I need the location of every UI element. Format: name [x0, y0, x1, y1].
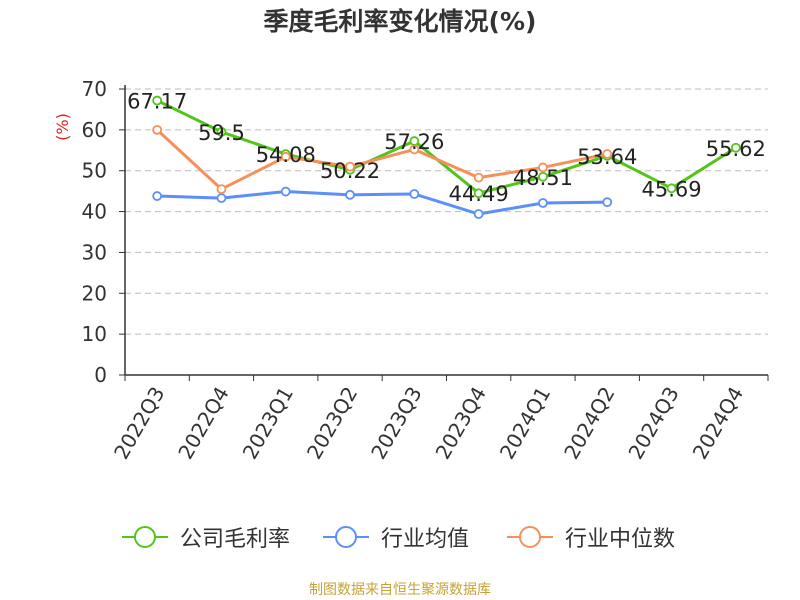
data-point-2 [216, 184, 227, 195]
data-point-1 [152, 191, 163, 201]
data-point-0 [666, 183, 677, 194]
y-tick-label: 20 [82, 281, 107, 305]
data-label: 55.62 [706, 137, 766, 161]
x-tick-label: 2023Q3 [366, 383, 426, 464]
data-label: 67.17 [127, 90, 187, 114]
series-lines [152, 95, 741, 219]
data-point-2 [602, 149, 613, 159]
y-tick-label: 30 [82, 240, 107, 264]
data-point-2 [538, 162, 548, 173]
legend-marker-0 [134, 526, 156, 548]
data-label: 54.08 [256, 143, 316, 167]
legend-marker-1 [335, 526, 357, 548]
x-tick-label: 2022Q3 [109, 383, 169, 464]
data-point-1 [280, 186, 291, 197]
legend-label-0: 公司毛利率 [180, 527, 290, 552]
x-tick-label: 2023Q1 [238, 383, 298, 464]
y-tick-label: 50 [82, 159, 107, 183]
y-tick-label: 70 [82, 77, 107, 101]
y-tick-label: 60 [82, 118, 107, 142]
data-point-1 [409, 189, 420, 199]
data-point-0 [473, 188, 484, 199]
data-point-1 [538, 198, 548, 208]
grid-lines [125, 88, 768, 335]
source-note: 制图数据来自恒生聚源数据库 [309, 582, 491, 598]
y-tick-label: 0 [94, 363, 107, 387]
data-point-0 [730, 142, 741, 153]
data-point-2 [473, 172, 484, 183]
y-tick-label: 40 [82, 200, 107, 224]
data-point-1 [473, 209, 484, 219]
data-label: 57.26 [384, 130, 444, 154]
data-point-0 [538, 171, 548, 182]
data-label: 53.64 [577, 145, 637, 169]
data-label: 45.69 [641, 177, 701, 201]
data-label: 44.49 [449, 182, 509, 206]
data-point-0 [152, 95, 163, 106]
x-tick-label: 2023Q4 [431, 383, 491, 464]
data-point-2 [409, 144, 420, 155]
data-point-2 [152, 124, 163, 135]
legend-label-2: 行业中位数 [565, 527, 675, 552]
data-point-1 [345, 189, 355, 200]
x-tick-label: 2024Q4 [688, 383, 748, 464]
series-line-2 [156, 128, 608, 191]
legend-label-1: 行业均值 [381, 527, 469, 552]
x-tick-label: 2024Q2 [559, 383, 619, 464]
data-label: 59.5 [198, 121, 245, 145]
legend: 公司毛利率 行业均值 行业中位数 [122, 526, 675, 552]
x-tick-label: 2022Q4 [173, 383, 233, 464]
data-point-2 [280, 151, 291, 162]
x-tick-label: 2023Q2 [302, 383, 362, 464]
series-line-1 [157, 190, 608, 216]
data-point-1 [602, 197, 613, 208]
data-label: 50.22 [320, 159, 380, 183]
data-point-2 [345, 161, 355, 172]
data-label: 48.51 [513, 166, 573, 190]
y-tick-label: 10 [82, 322, 107, 346]
legend-marker-2 [519, 526, 541, 548]
x-tick-label: 2024Q3 [623, 383, 683, 464]
series-line-0 [156, 99, 737, 195]
y-axis-label: (%) [53, 113, 72, 141]
chart-title: 季度毛利率变化情况(%) [263, 7, 537, 36]
data-point-0 [216, 126, 227, 137]
data-point-1 [216, 193, 227, 203]
x-tick-label: 2024Q1 [495, 383, 555, 464]
